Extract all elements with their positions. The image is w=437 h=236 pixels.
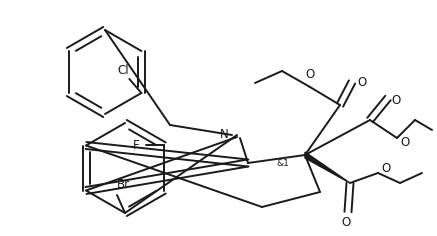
- Text: O: O: [382, 161, 391, 174]
- Text: O: O: [400, 136, 409, 149]
- Text: O: O: [305, 68, 315, 81]
- Polygon shape: [305, 152, 350, 183]
- Text: O: O: [341, 215, 350, 228]
- Text: &1: &1: [277, 159, 289, 168]
- Text: Cl: Cl: [118, 64, 129, 77]
- Text: O: O: [357, 76, 367, 88]
- Text: F: F: [133, 139, 139, 152]
- Text: N: N: [220, 128, 229, 142]
- Text: Br: Br: [117, 178, 130, 191]
- Text: O: O: [392, 93, 401, 106]
